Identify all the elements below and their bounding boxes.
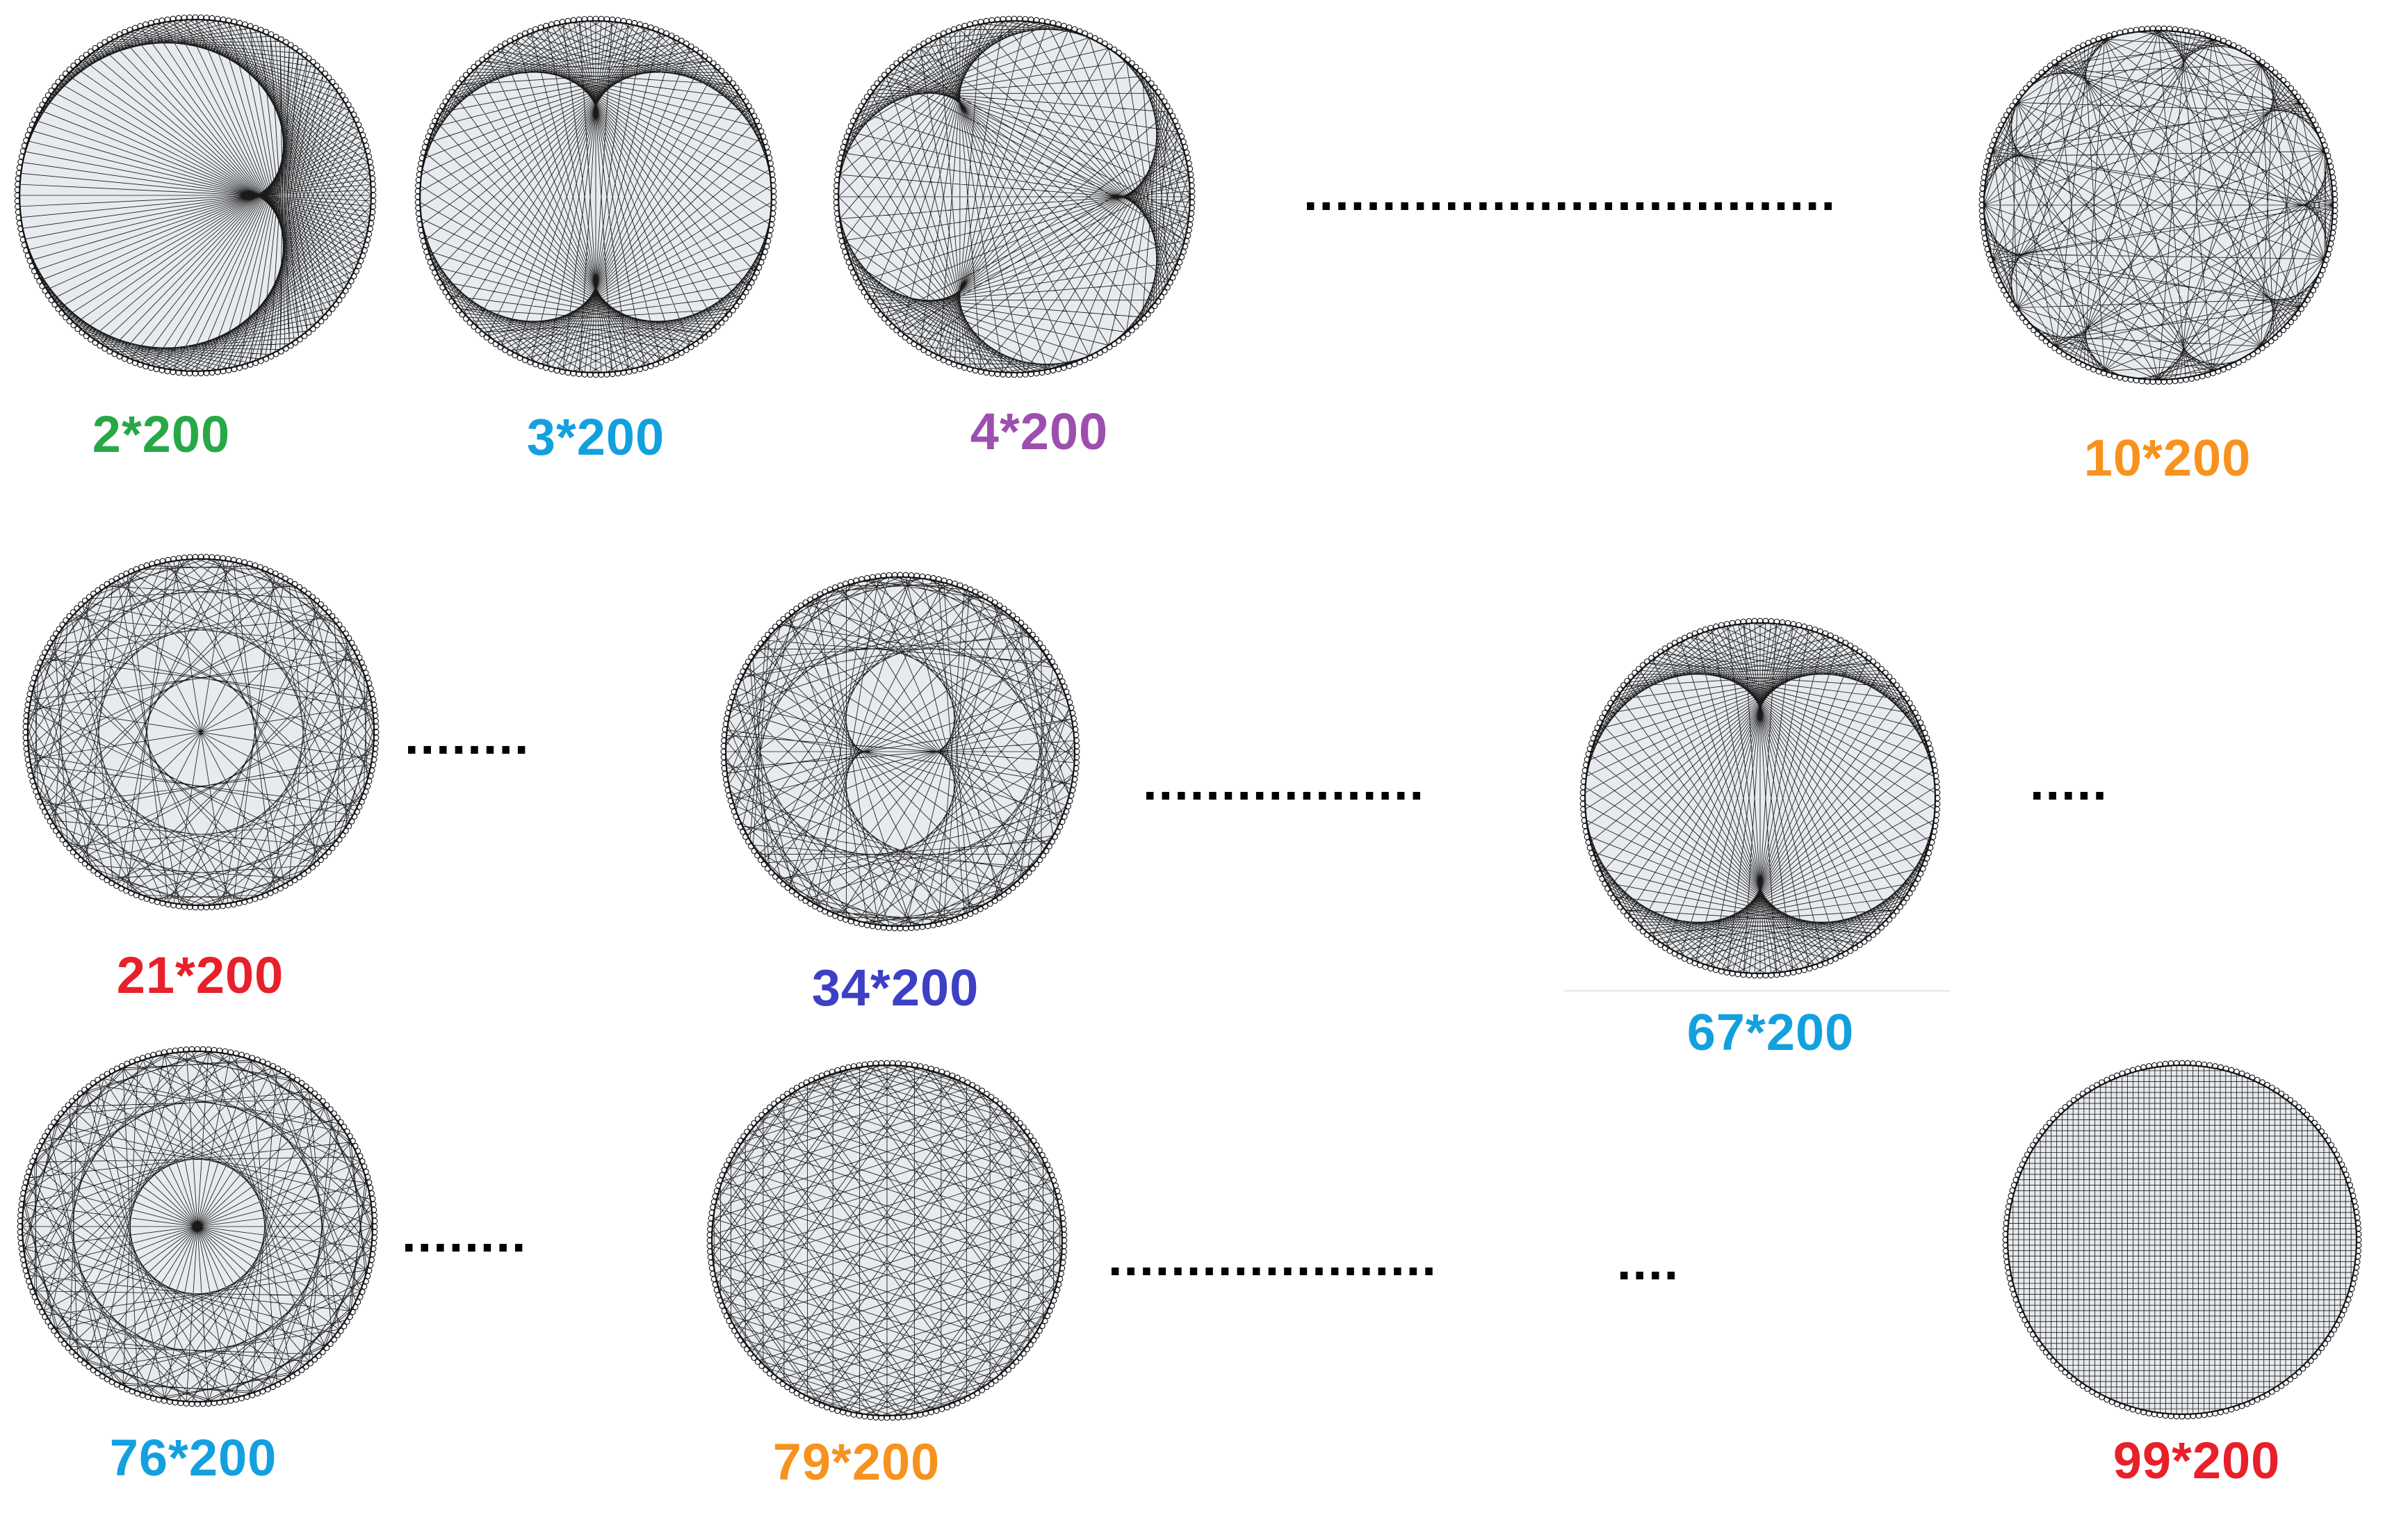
label-2: 2*200 <box>92 405 231 463</box>
times-table-circle-2 <box>8 8 382 382</box>
chord-diagram-10 <box>1978 25 2338 385</box>
chord-diagram-34 <box>720 572 1080 932</box>
times-table-circle-79 <box>701 1054 1073 1427</box>
label-67: 67*200 <box>1686 1003 1855 1061</box>
label-79: 79*200 <box>772 1433 941 1491</box>
circle-outline <box>419 20 772 373</box>
chord-lines <box>27 558 375 906</box>
label-10: 10*200 <box>2083 429 2252 487</box>
times-table-circle-67 <box>1574 612 1946 985</box>
circle-outline <box>724 576 1076 928</box>
label-34: 34*200 <box>811 959 979 1017</box>
ellipsis-row1: .................................. <box>1303 163 1837 221</box>
ellipsis-row2-c: ..... <box>2030 753 2108 811</box>
label-4: 4*200 <box>970 403 1109 460</box>
circle-outline <box>26 558 375 907</box>
ellipsis-row2-a: ........ <box>405 707 530 765</box>
chord-lines <box>1584 622 1936 974</box>
circle-outline <box>1983 29 2334 381</box>
times-table-circle-4 <box>827 10 1201 384</box>
times-table-circle-3 <box>409 10 783 384</box>
label-76: 76*200 <box>109 1429 277 1487</box>
chord-diagram-76 <box>17 1046 378 1407</box>
chord-diagram-99 <box>2002 1060 2362 1420</box>
circle-outline <box>1584 622 1936 974</box>
chord-diagram-67 <box>1579 617 1941 979</box>
circle-outline <box>2006 1064 2358 1416</box>
circle-outline <box>19 19 372 372</box>
ellipsis-row3-c: .... <box>1617 1233 1680 1290</box>
times-table-circle-21 <box>17 548 385 916</box>
label-3: 3*200 <box>526 408 665 466</box>
chord-lines <box>712 1065 1062 1416</box>
times-table-circle-99 <box>1996 1054 2368 1425</box>
ellipsis-row2-b: .................. <box>1143 753 1426 811</box>
chord-diagram-3 <box>414 15 777 378</box>
times-table-circle-10 <box>1973 19 2344 391</box>
circle-outline <box>711 1065 1063 1416</box>
chord-diagram-4 <box>833 15 1196 378</box>
times-table-circle-34 <box>715 566 1086 937</box>
circle-outline <box>22 1051 373 1402</box>
times-table-circle-76 <box>11 1040 384 1413</box>
ellipsis-row3-b: ..................... <box>1108 1229 1438 1286</box>
divider-line <box>1564 990 1951 992</box>
label-21: 21*200 <box>116 946 284 1004</box>
circle-outline <box>838 20 1191 373</box>
ellipsis-row3-a: ........ <box>402 1205 528 1263</box>
chord-lines <box>725 576 1075 927</box>
chord-lines <box>22 1051 373 1402</box>
chord-lines <box>2008 1065 2357 1414</box>
chord-diagram-21 <box>22 553 380 911</box>
label-99: 99*200 <box>2113 1432 2281 1489</box>
chord-diagram-2 <box>14 14 377 377</box>
chord-diagram-79 <box>706 1060 1068 1421</box>
